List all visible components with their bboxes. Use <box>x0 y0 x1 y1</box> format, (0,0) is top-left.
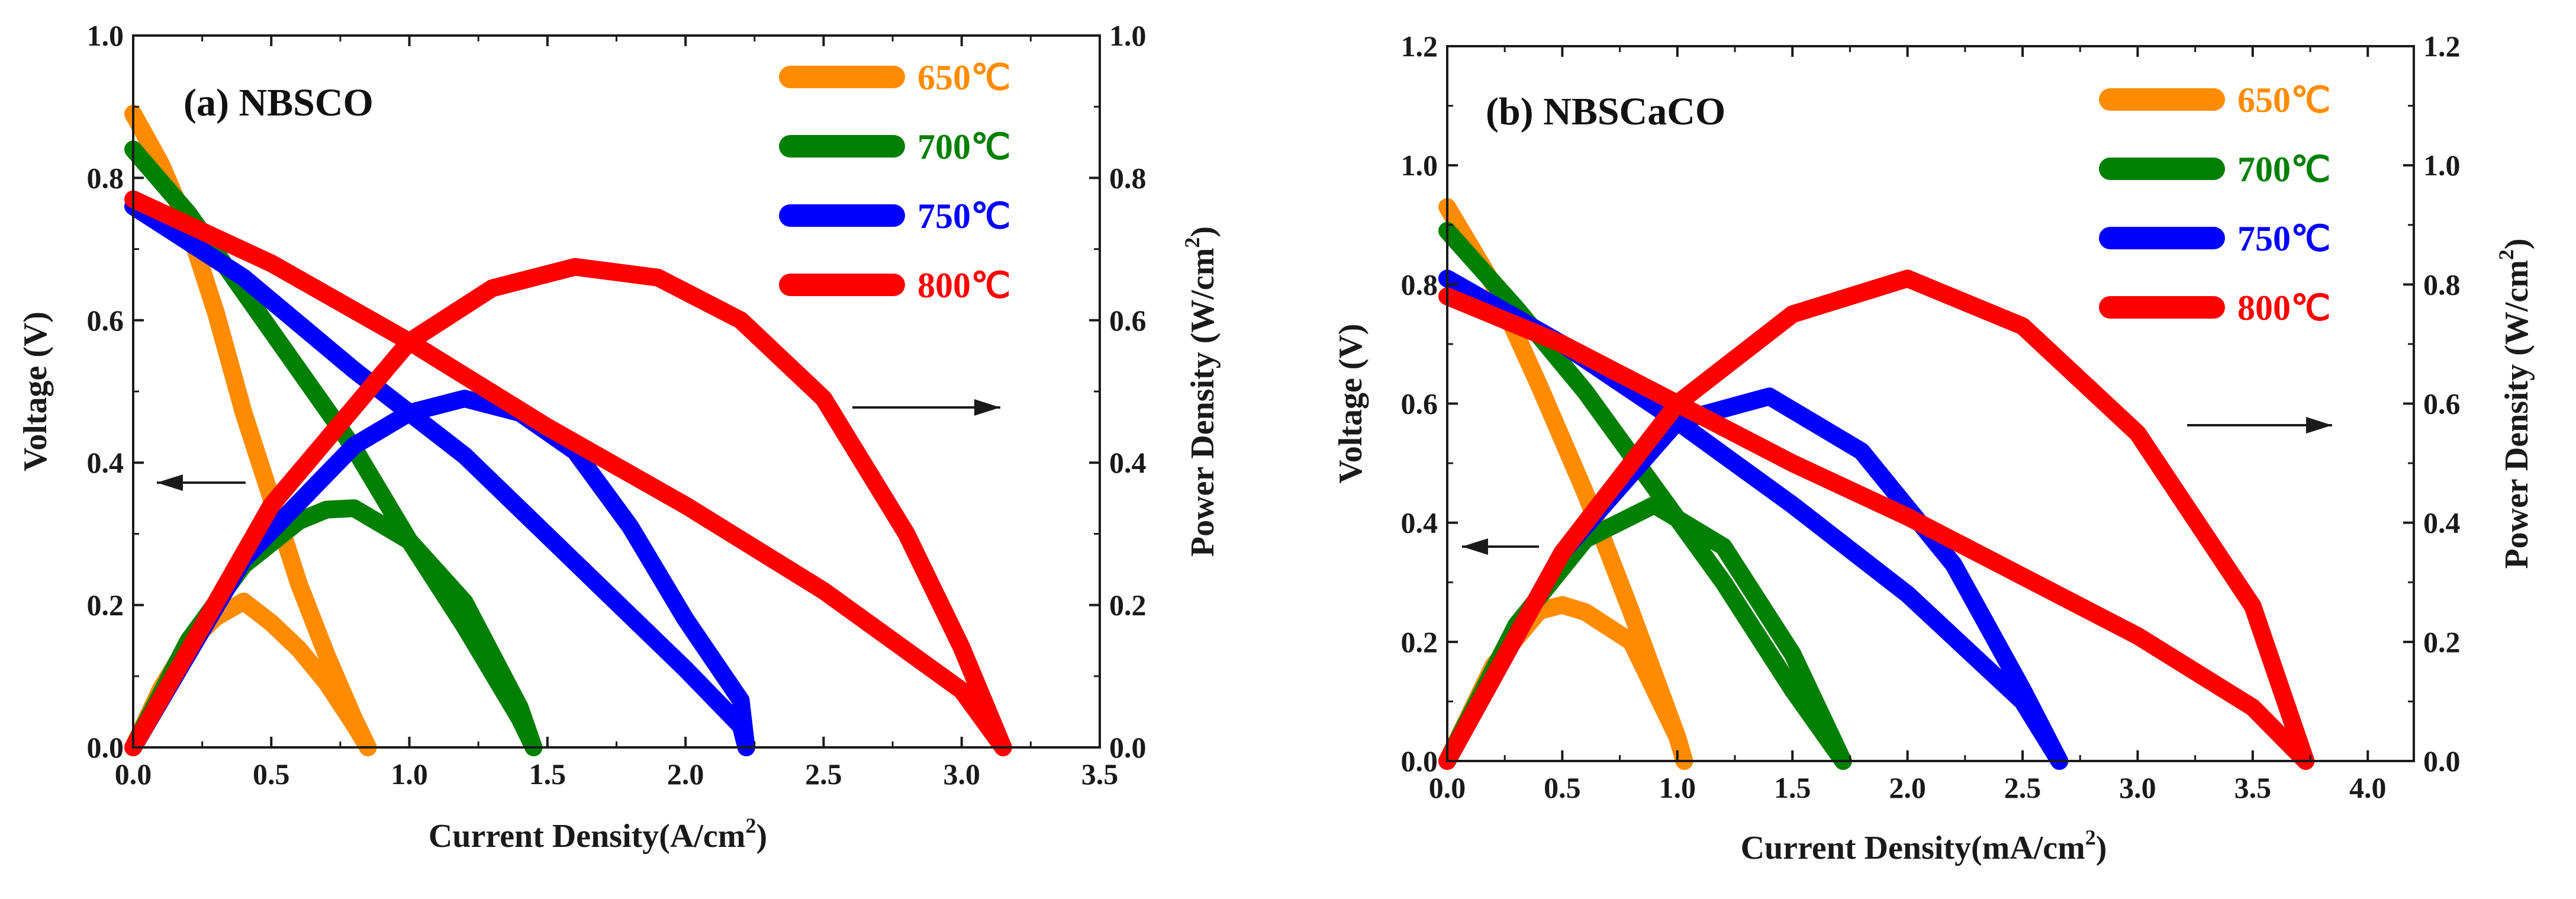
y2-tick-label: 0.4 <box>1109 446 1147 479</box>
y-tick-label: 0.0 <box>1401 744 1438 778</box>
arrow-to-voltage-axis-head <box>157 474 183 491</box>
legend: 650℃ 700℃ 750℃ 800℃ <box>2099 81 2330 328</box>
voltage-curve-3 <box>124 190 1012 756</box>
y2-tick-label: 0.0 <box>2423 744 2461 778</box>
arrow-to-voltage-axis-head <box>1462 538 1488 555</box>
y2-axis-label: Power Density (W/cm2) <box>2494 238 2535 569</box>
x-tick-label: 2.0 <box>667 757 704 791</box>
y-axis-label: Voltage (V) <box>17 312 54 471</box>
y2-tick-label: 0.4 <box>2423 506 2461 540</box>
chart-panel-b: 0.0 0.5 1.0 1.5 2.0 2.5 3.0 3.5 4.0 0.0 0.2 0.4 0.6 0… <box>1332 30 2535 866</box>
x-tick-label: 0.0 <box>1429 771 1466 804</box>
y2-tick-label: 0.6 <box>2423 387 2461 420</box>
y2-tick-label: 0.8 <box>1109 161 1147 194</box>
voltage-curve-2 <box>124 197 755 756</box>
x-tick-label: 3.5 <box>2234 771 2272 804</box>
x-tick-label: 3.0 <box>943 757 980 791</box>
y-axis-label: Voltage (V) <box>1332 323 1369 483</box>
x-tick-label: 2.0 <box>1889 771 1926 804</box>
power-curve-3 <box>1438 269 2315 770</box>
y-tick-label: 0.2 <box>1401 625 1438 659</box>
x-tick-label: 3.5 <box>1081 757 1119 791</box>
legend-label-1: 700℃ <box>2237 150 2330 189</box>
panel-title: (a) NBSCO <box>183 81 373 124</box>
x-tick-label: 1.0 <box>1659 771 1696 804</box>
y2-tick-label: 0.8 <box>2423 268 2461 301</box>
x-tick-label: 1.5 <box>1774 771 1811 804</box>
legend-label-0: 650℃ <box>2237 81 2330 120</box>
x-axis-label: Current Density(A/cm2) <box>429 814 767 855</box>
power-curve-3 <box>124 258 1012 756</box>
y-tick-label: 1.0 <box>87 19 124 52</box>
legend-label-2: 750℃ <box>917 197 1010 236</box>
x-tick-label: 2.5 <box>2004 771 2042 804</box>
x-tick-label: 3.0 <box>2119 771 2156 804</box>
y-tick-label: 0.0 <box>87 731 124 764</box>
y-tick-label: 0.4 <box>1401 506 1438 540</box>
legend-label-3: 800℃ <box>2237 288 2330 328</box>
x-axis-label: Current Density(mA/cm2) <box>1741 826 2107 866</box>
y2-axis-label: Power Density (W/cm2) <box>1180 226 1221 557</box>
arrow-to-power-axis-head <box>974 399 1000 416</box>
arrow-to-power-axis-head <box>2306 417 2332 434</box>
y2-tick-label: 1.2 <box>2423 30 2461 63</box>
legend: 650℃ 700℃ 750℃ 800℃ <box>779 58 1010 305</box>
y-tick-label: 0.4 <box>87 446 124 479</box>
y2-tick-label: 0.0 <box>1109 731 1147 764</box>
y-tick-label: 0.6 <box>1401 387 1438 420</box>
panel-title: (b) NBSCaCO <box>1486 90 1725 133</box>
y2-tick-label: 0.2 <box>2423 625 2461 659</box>
data-curves <box>124 105 1012 756</box>
y2-tick-label: 0.6 <box>1109 304 1147 337</box>
y-tick-label: 1.0 <box>1401 149 1438 182</box>
y-tick-label: 0.8 <box>87 161 124 194</box>
x-tick-label: 1.5 <box>529 757 566 791</box>
y-tick-label: 1.2 <box>1401 30 1438 63</box>
x-tick-label: 0.5 <box>1544 771 1581 804</box>
y2-tick-label: 1.0 <box>2423 149 2461 182</box>
y-tick-label: 0.2 <box>87 589 124 622</box>
chart-panel-a: 0.0 0.5 1.0 1.5 2.0 2.5 3.0 3.50.00.20.40.60.81… <box>17 19 1221 855</box>
data-curves <box>1438 198 2315 770</box>
x-tick-label: 0.0 <box>115 757 152 791</box>
x-tick-label: 4.0 <box>2349 771 2387 804</box>
x-tick-label: 2.5 <box>805 757 842 791</box>
y-tick-label: 0.8 <box>1401 268 1438 301</box>
legend-label-3: 800℃ <box>917 266 1010 305</box>
x-tick-label: 1.0 <box>391 757 428 791</box>
x-tick-label: 0.5 <box>253 757 290 791</box>
legend-label-1: 700℃ <box>917 127 1010 166</box>
voltage-curve-3 <box>1438 287 2315 770</box>
legend-label-2: 750℃ <box>2237 219 2330 258</box>
y2-tick-label: 0.2 <box>1109 589 1147 622</box>
legend-label-0: 650℃ <box>917 58 1010 97</box>
y2-tick-label: 1.0 <box>1109 19 1147 52</box>
y-tick-label: 0.6 <box>87 304 124 337</box>
